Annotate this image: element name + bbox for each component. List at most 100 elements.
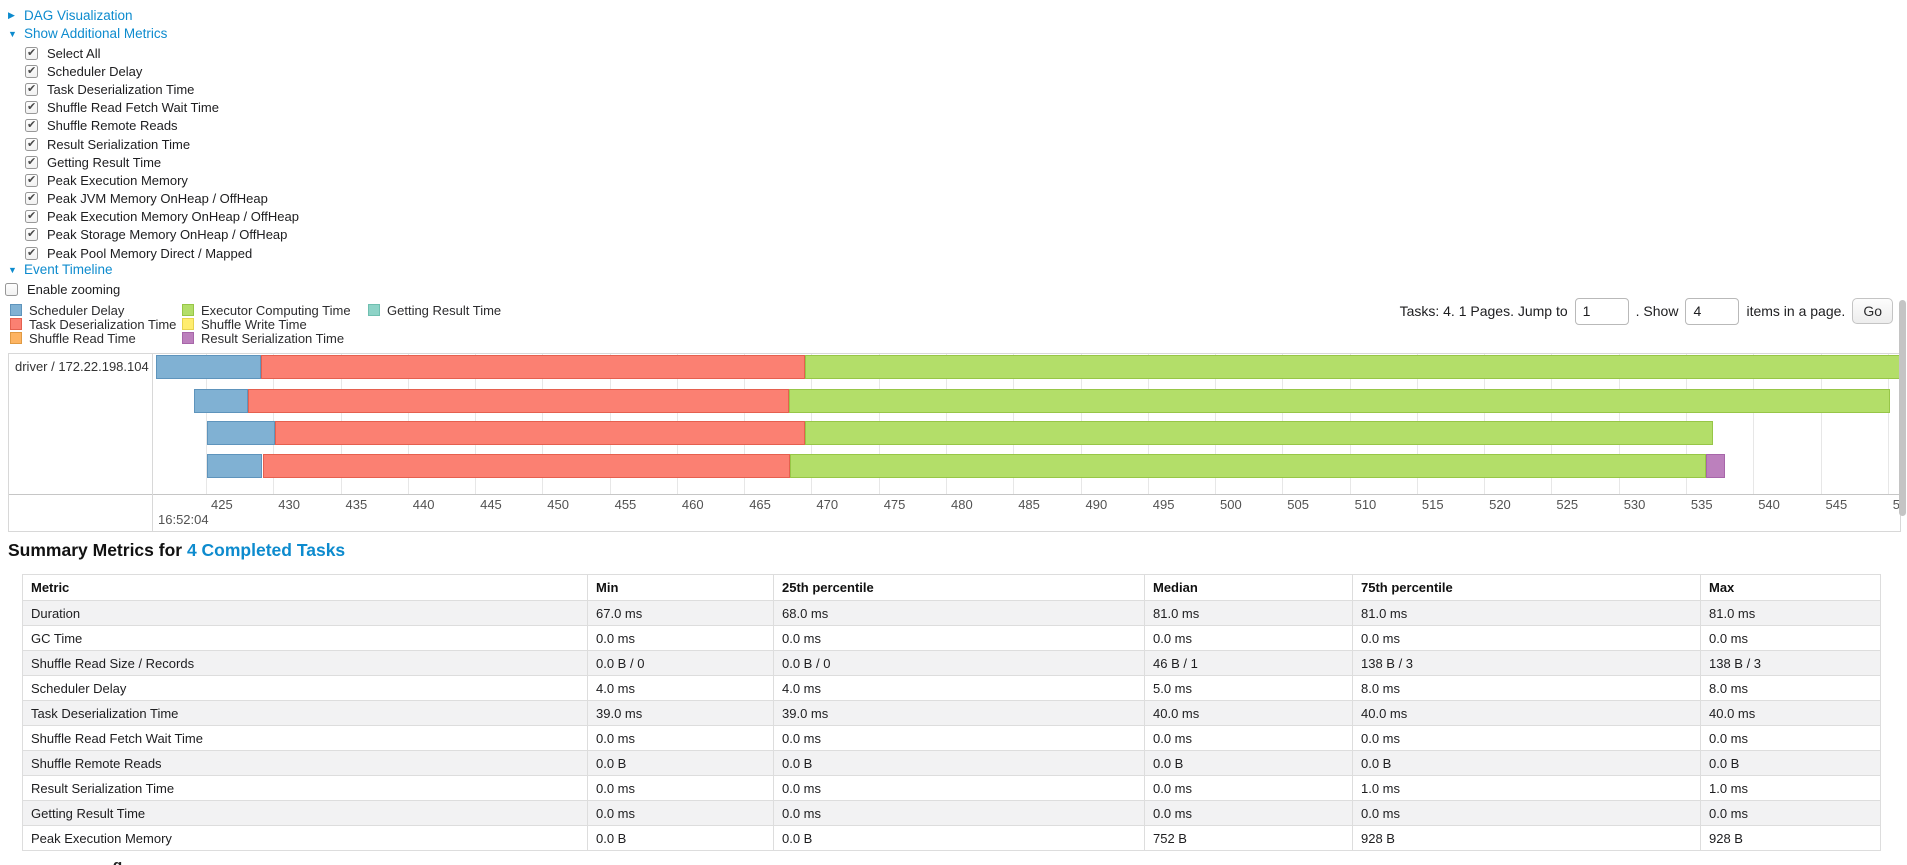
summary-table-cell: Duration [22,600,588,626]
metric-checkbox-row: Peak Execution Memory [25,171,299,189]
axis-gridline [1753,354,1755,494]
metric-checkbox-label: Peak Storage Memory OnHeap / OffHeap [47,227,288,243]
enable-zooming-label: Enable zooming [27,281,121,297]
enable-zooming-checkbox[interactable] [5,282,18,296]
summary-table-cell: 138 B / 3 [1700,650,1881,676]
summary-metrics-title: Summary Metrics for 4 Completed Tasks [8,540,345,561]
show-additional-metrics-label: Show Additional Metrics [24,26,168,41]
metric-checkbox[interactable] [25,173,38,187]
summary-column-header: 75th percentile [1352,574,1701,601]
summary-table-row: Duration 67.0 ms 68.0 ms 81.0 ms 81.0 ms 81.0… [22,600,1881,626]
summary-column-header: Metric [22,574,588,601]
summary-table-cell: 1.0 ms [1352,775,1701,801]
summary-table-cell: 0.0 ms [773,625,1145,651]
task-bar-segment[interactable] [247,389,789,413]
summary-table-cell: 39.0 ms [773,700,1145,726]
show-additional-metrics-toggle[interactable]: ▼ Show Additional Metrics [8,26,167,41]
axis-gridline [1820,354,1822,494]
axis-tick-label: 455 [614,497,637,512]
legend-item: Shuffle Read Time [10,330,176,346]
task-bar-segment[interactable] [261,355,805,379]
summary-table-cell: 8.0 ms [1352,675,1701,701]
summary-table-cell: 40.0 ms [1700,700,1881,726]
tasks-count-text: Tasks: 4. 1 Pages. Jump to [1399,303,1568,319]
summary-table-cell: 138 B / 3 [1352,650,1701,676]
go-button[interactable]: Go [1852,298,1893,324]
timeline-legend: Scheduler Delay Task Deserialization Time… [0,303,760,349]
metric-checkbox[interactable] [25,64,38,78]
summary-table-row: Shuffle Read Fetch Wait Time 0.0 ms 0.0 ms… [22,725,1881,751]
dag-visualization-label: DAG Visualization [24,8,133,23]
task-bar-segment[interactable] [789,454,1707,478]
event-timeline-toggle[interactable]: ▼ Event Timeline [8,262,113,277]
summary-table-cell: 0.0 B [587,825,774,851]
metric-checkbox[interactable] [25,209,38,224]
task-bar-segment[interactable] [804,421,1713,445]
axis-tick-label: 445 [480,497,502,512]
summary-table-cell: 67.0 ms [587,600,774,626]
summary-title-prefix: Summary Metrics for [8,540,187,560]
metric-checkbox-label: Peak Execution Memory [47,172,188,188]
metric-checkbox[interactable] [25,137,38,151]
legend-column: Getting Result Time [368,303,501,318]
summary-table-cell: 68.0 ms [773,600,1145,626]
summary-table-cell: 81.0 ms [1352,600,1701,626]
axis-tick-label: 500 [1220,497,1242,512]
metric-checkbox[interactable] [25,82,38,96]
axis-major-time-label: 16:52:04 [158,512,209,527]
metric-checkbox[interactable] [25,155,38,169]
task-bar-segment[interactable] [193,389,248,413]
legend-item: Shuffle Write Time [182,317,351,332]
summary-table-cell: 928 B [1352,825,1701,851]
metric-checkbox-row: Scheduler Delay [25,62,299,80]
axis-gridline [1887,354,1889,494]
completed-tasks-link[interactable]: 4 Completed Tasks [186,540,346,560]
task-bar-segment[interactable] [1706,454,1725,478]
summary-table-cell: 928 B [1700,825,1881,851]
jump-to-page-input[interactable] [1574,297,1629,325]
summary-table-cell: 0.0 ms [773,800,1145,826]
axis-tick-label: 550 [1892,497,1900,512]
metric-checkbox[interactable] [25,100,38,115]
axis-tick-label: 525 [1556,497,1579,512]
metric-checkbox[interactable] [25,227,38,242]
summary-table-cell: 0.0 ms [1352,800,1701,826]
metric-checkbox-label: Task Deserialization Time [47,81,195,97]
summary-table-cell: 0.0 ms [773,775,1145,801]
metric-checkbox[interactable] [25,46,38,60]
dag-visualization-toggle[interactable]: ▶ DAG Visualization [8,8,133,23]
metric-checkbox[interactable] [25,118,38,133]
summary-table-cell: 0.0 B / 0 [587,650,774,676]
axis-tick-label: 425 [211,497,233,512]
metric-checkbox-label: Peak JVM Memory OnHeap / OffHeap [47,191,268,207]
task-bar-segment[interactable] [207,421,275,445]
task-bar-segment[interactable] [788,389,1891,413]
metric-checkbox[interactable] [25,246,38,260]
task-bar-segment[interactable] [274,421,805,445]
summary-table-cell: 0.0 ms [587,625,774,651]
summary-table-row: GC Time 0.0 ms 0.0 ms 0.0 ms 0.0 ms 0.0 ms [22,625,1881,651]
metric-checkbox-label: Shuffle Read Fetch Wait Time [47,100,219,116]
metric-checkbox-row: Peak Storage Memory OnHeap / OffHeap [25,226,299,244]
summary-table-cell: Shuffle Read Size / Records [22,650,588,676]
legend-swatch [182,304,194,316]
summary-table-cell: Task Deserialization Time [22,700,588,726]
legend-swatch [182,317,194,330]
metric-checkbox-row: Getting Result Time [25,153,299,171]
legend-item: Result Serialization Time [182,331,351,346]
metric-checkbox[interactable] [25,191,38,206]
summary-table-cell: 0.0 ms [1144,725,1353,751]
scrollbar-thumb[interactable] [1899,300,1906,516]
task-bar-segment[interactable] [207,454,263,478]
event-timeline-chart[interactable]: 425 430 435 440 445 450 455 460 465 470 475 480 485 4… [8,353,1901,532]
task-bar-segment[interactable] [262,454,790,478]
summary-table-cell: 0.0 ms [1144,800,1353,826]
task-bar-segment[interactable] [804,355,1900,379]
items-per-page-input[interactable] [1685,297,1740,325]
legend-label: Shuffle Read Time [29,330,136,346]
summary-table-cell: 1.0 ms [1700,775,1881,801]
summary-column-header: Median [1144,574,1353,601]
task-bar-segment[interactable] [156,355,262,379]
axis-tick-label: 495 [1152,497,1175,512]
summary-table-cell: 0.0 B / 0 [773,650,1145,676]
